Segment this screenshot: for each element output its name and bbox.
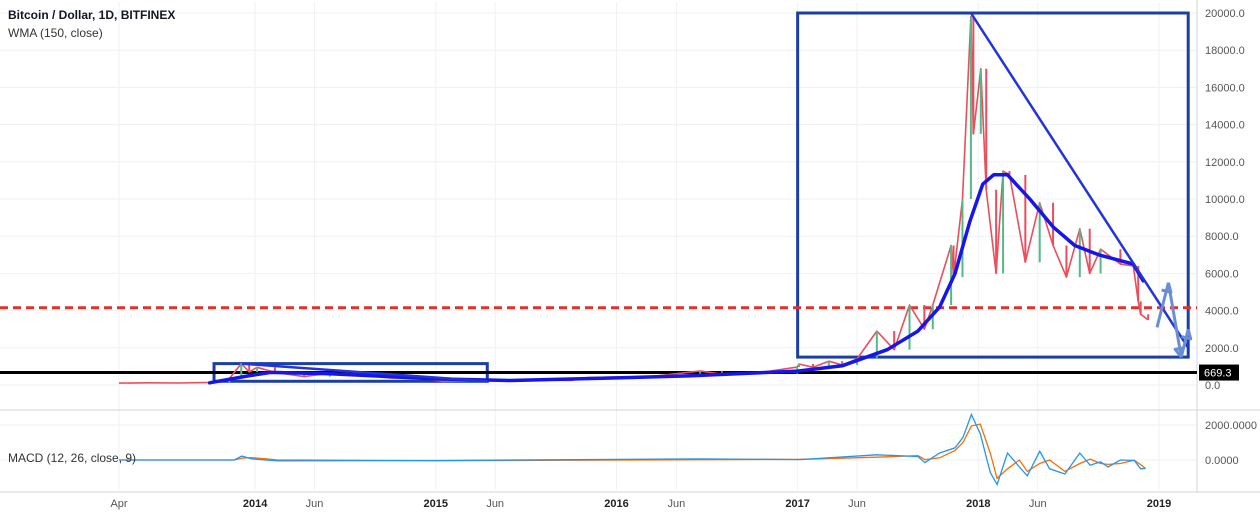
x-tick-label: 2015 xyxy=(424,498,448,510)
y-tick-label: 6000.0 xyxy=(1205,268,1239,280)
y-tick-label: 12000.0 xyxy=(1205,157,1245,169)
forecast-arrow-3 xyxy=(1179,328,1190,358)
current-price-tag xyxy=(1199,364,1239,381)
x-tick-label: 2017 xyxy=(785,498,809,510)
y-tick-label: 2000.0 xyxy=(1205,343,1239,355)
current-price-label: 669.3 xyxy=(1204,368,1232,380)
x-tick-label: 2018 xyxy=(966,498,990,510)
x-tick-label: 2019 xyxy=(1147,498,1171,510)
annotation-box-2 xyxy=(796,11,1190,359)
trend-line-1 xyxy=(241,362,488,383)
price-candles xyxy=(148,16,1150,384)
x-tick-label: Apr xyxy=(110,498,127,510)
y-tick-label: 4000.0 xyxy=(1205,306,1239,318)
price-series-line xyxy=(118,15,1149,384)
wma-series-line xyxy=(207,173,1145,385)
y-tick-label: 20000.0 xyxy=(1205,8,1245,20)
y-tick-label: 14000.0 xyxy=(1205,120,1245,132)
x-tick-label: Jun xyxy=(1029,498,1047,510)
wma-indicator-label: WMA (150, close) xyxy=(8,26,103,40)
x-tick-label: Jun xyxy=(667,498,685,510)
y-tick-label: 18000.0 xyxy=(1205,45,1245,57)
x-tick-label: 2016 xyxy=(604,498,628,510)
trend-line-2 xyxy=(969,12,1190,349)
macd-y-tick-label: 0.0000 xyxy=(1205,455,1239,467)
forecast-arrow-head-3 xyxy=(1181,328,1193,341)
y-tick-label: 0.0 xyxy=(1205,380,1220,392)
y-tick-label: 8000.0 xyxy=(1205,231,1239,243)
forecast-arrow-head-2 xyxy=(1173,346,1185,359)
grid xyxy=(0,2,1197,490)
x-tick-label: Jun xyxy=(486,498,504,510)
x-tick-label: 2014 xyxy=(243,498,268,510)
macd-line xyxy=(119,412,1146,487)
x-tick-label: Jun xyxy=(848,498,866,510)
chart-title: Bitcoin / Dollar, 1D, BITFINEX xyxy=(8,8,176,22)
x-tick-label: Jun xyxy=(306,498,324,510)
forecast-arrow-2 xyxy=(1166,282,1183,358)
macd-signal-line xyxy=(119,423,1147,480)
y-tick-label: 10000.0 xyxy=(1205,194,1245,206)
y-tick-label: 16000.0 xyxy=(1205,82,1245,94)
macd-y-tick-label: 2000.0000 xyxy=(1205,420,1257,432)
macd-indicator-label: MACD (12, 26, close, 9) xyxy=(8,451,137,465)
